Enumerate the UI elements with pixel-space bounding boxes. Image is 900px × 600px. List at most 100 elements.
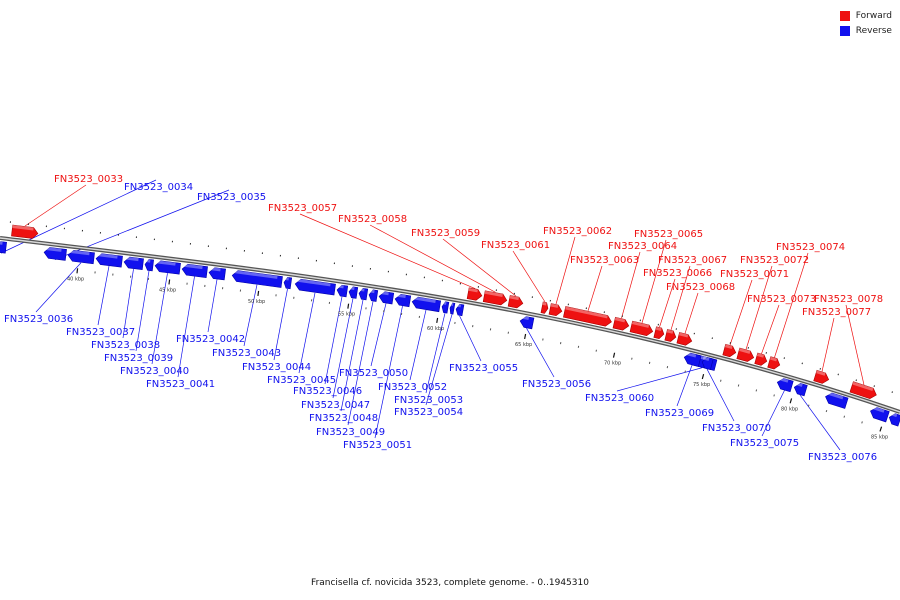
gene-label[interactable]: FN3523_0077 — [802, 307, 871, 318]
gene-feature[interactable] — [394, 293, 412, 308]
gene-label[interactable]: FN3523_0065 — [634, 229, 703, 240]
gene-label[interactable]: FN3523_0061 — [481, 240, 550, 251]
gene-feature[interactable] — [441, 301, 450, 314]
gene-label[interactable]: FN3523_0058 — [338, 214, 407, 225]
gene-feature[interactable] — [888, 412, 900, 427]
gene-feature[interactable] — [411, 296, 442, 313]
gene-feature[interactable] — [629, 320, 654, 337]
gene-label[interactable]: FN3523_0075 — [730, 438, 799, 449]
gene-arrow — [664, 329, 677, 342]
gene-label[interactable]: FN3523_0078 — [814, 294, 883, 305]
gene-label[interactable]: FN3523_0046 — [293, 386, 362, 397]
gene-feature[interactable] — [181, 263, 208, 278]
gene-label[interactable]: FN3523_0041 — [146, 379, 215, 390]
gene-feature[interactable] — [869, 405, 890, 423]
gene-feature[interactable] — [813, 369, 831, 385]
gene-feature[interactable] — [368, 289, 379, 302]
gene-feature[interactable] — [123, 256, 144, 271]
gene-feature[interactable] — [664, 329, 677, 342]
gene-feature[interactable] — [0, 241, 7, 254]
gene-feature[interactable] — [144, 259, 154, 272]
gene-feature[interactable] — [507, 295, 524, 309]
gene-feature[interactable] — [793, 381, 808, 397]
gene-label[interactable]: FN3523_0067 — [658, 255, 727, 266]
gene-feature[interactable] — [358, 287, 369, 301]
gene-label[interactable]: FN3523_0043 — [212, 348, 281, 359]
gene-label[interactable]: FN3523_0060 — [585, 393, 654, 404]
gene-feature[interactable] — [676, 332, 693, 346]
gene-label[interactable]: FN3523_0064 — [608, 241, 677, 252]
gene-label[interactable]: FN3523_0033 — [54, 174, 123, 185]
gene-label[interactable]: FN3523_0037 — [66, 327, 135, 338]
gene-label[interactable]: FN3523_0036 — [4, 314, 73, 325]
gene-feature[interactable] — [294, 278, 336, 296]
gene-feature[interactable] — [336, 284, 349, 298]
gene-label[interactable]: FN3523_0062 — [543, 226, 612, 237]
gene-feature[interactable] — [231, 269, 283, 288]
gene-label[interactable]: FN3523_0054 — [394, 407, 463, 418]
gene-feature[interactable] — [767, 356, 782, 371]
gene-feature[interactable] — [449, 302, 456, 315]
gene-label[interactable]: FN3523_0045 — [267, 375, 336, 386]
gene-feature[interactable] — [208, 267, 226, 281]
gene-label[interactable]: FN3523_0047 — [301, 400, 370, 411]
gene-feature[interactable] — [67, 249, 95, 265]
gene-feature[interactable] — [348, 286, 359, 299]
gene-label[interactable]: FN3523_0040 — [120, 366, 189, 377]
gene-label[interactable]: FN3523_0049 — [316, 427, 385, 438]
gene-feature[interactable] — [482, 290, 508, 306]
gene-label[interactable]: FN3523_0053 — [394, 395, 463, 406]
gene-label[interactable]: FN3523_0073 — [747, 294, 816, 305]
gene-feature[interactable] — [776, 376, 794, 393]
gene-label[interactable]: FN3523_0038 — [91, 340, 160, 351]
gene-label[interactable]: FN3523_0068 — [666, 282, 735, 293]
gene-feature[interactable] — [563, 306, 612, 327]
gene-label[interactable]: FN3523_0063 — [570, 255, 639, 266]
gene-label[interactable]: FN3523_0072 — [740, 255, 809, 266]
gene-label[interactable]: FN3523_0051 — [343, 440, 412, 451]
gene-label[interactable]: FN3523_0044 — [242, 362, 311, 373]
gene-feature[interactable] — [722, 343, 737, 358]
gene-feature[interactable] — [754, 352, 769, 367]
scale-minor-tick — [147, 277, 150, 280]
leader-line — [799, 394, 841, 451]
gene-feature[interactable] — [548, 303, 563, 317]
gene-feature[interactable] — [11, 224, 39, 239]
gene-label[interactable]: FN3523_0039 — [104, 353, 173, 364]
gene-feature[interactable] — [283, 276, 293, 290]
gene-feature[interactable] — [653, 326, 665, 340]
gene-feature[interactable] — [95, 253, 123, 268]
gene-label[interactable]: FN3523_0050 — [339, 368, 408, 379]
gene-feature[interactable] — [519, 315, 535, 330]
leader-line — [729, 279, 753, 346]
gene-feature[interactable] — [824, 391, 849, 409]
gene-label[interactable]: FN3523_0074 — [776, 242, 845, 253]
gene-label[interactable]: FN3523_0066 — [643, 268, 712, 279]
gene-label[interactable]: FN3523_0059 — [411, 228, 480, 239]
gene-feature[interactable] — [43, 246, 67, 261]
legend-reverse-label: Reverse — [855, 25, 892, 36]
gene-label[interactable]: FN3523_0052 — [378, 382, 447, 393]
gene-label[interactable]: FN3523_0056 — [522, 379, 591, 390]
gene-label[interactable]: FN3523_0048 — [309, 413, 378, 424]
gene-feature[interactable] — [849, 381, 878, 401]
gene-label[interactable]: FN3523_0070 — [702, 423, 771, 434]
gene-sheen — [542, 301, 547, 306]
gene-label[interactable]: FN3523_0035 — [197, 192, 266, 203]
gene-label[interactable]: FN3523_0034 — [124, 182, 193, 193]
gene-label[interactable]: FN3523_0042 — [176, 334, 245, 345]
gene-label[interactable]: FN3523_0071 — [720, 269, 789, 280]
gene-label[interactable]: FN3523_0057 — [268, 203, 337, 214]
gene-feature[interactable] — [540, 301, 549, 314]
gene-feature[interactable] — [612, 316, 630, 331]
gene-feature[interactable] — [683, 351, 702, 367]
gene-feature[interactable] — [701, 356, 714, 370]
gene-label[interactable]: FN3523_0076 — [808, 452, 877, 463]
gene-feature[interactable] — [736, 347, 755, 363]
gene-feature[interactable] — [466, 287, 483, 301]
gene-feature[interactable] — [455, 303, 465, 317]
gene-feature[interactable] — [154, 260, 181, 275]
gene-label[interactable]: FN3523_0069 — [645, 408, 714, 419]
gene-label[interactable]: FN3523_0055 — [449, 363, 518, 374]
gene-feature[interactable] — [378, 290, 395, 305]
